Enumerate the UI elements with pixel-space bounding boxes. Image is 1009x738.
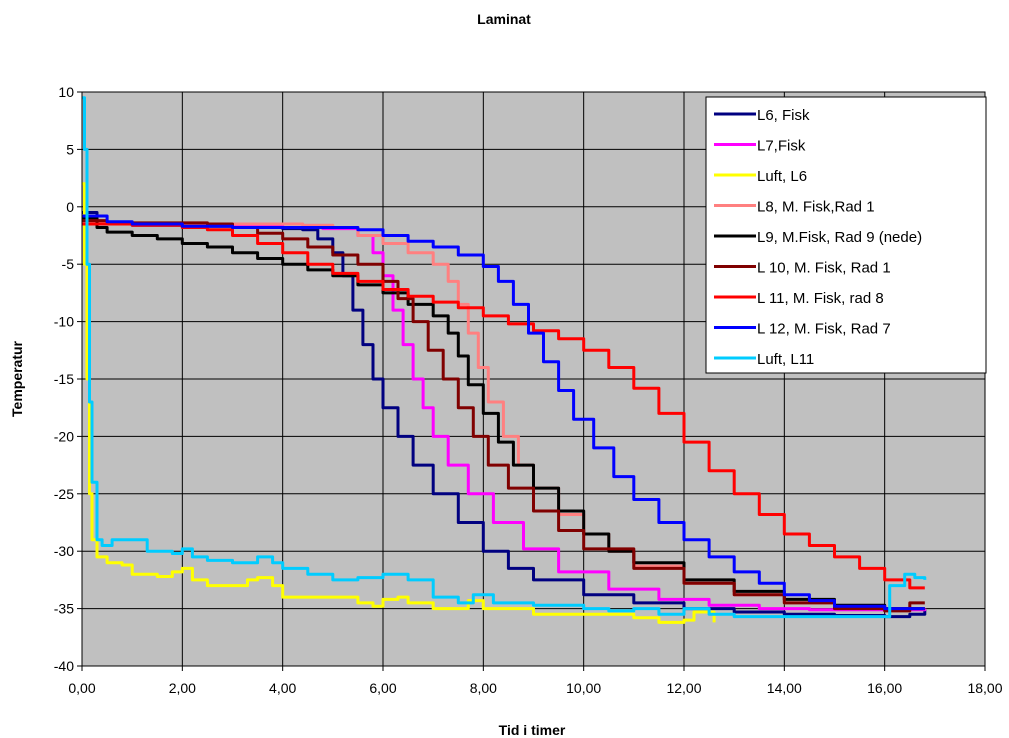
series-group xyxy=(82,96,927,624)
series-line-7 xyxy=(82,222,925,590)
legend-label: L 12, M. Fisk, Rad 7 xyxy=(757,321,891,338)
y-tick-label: -5 xyxy=(62,256,75,272)
x-tick-label: 18,00 xyxy=(967,680,1002,696)
x-tick-label: 16,00 xyxy=(867,680,902,696)
y-tick-label: -35 xyxy=(54,601,74,617)
series-line-9 xyxy=(82,96,927,619)
legend: L6, Fisk L7,Fisk Luft, L6 L8, M. Fisk,Rad 1… xyxy=(705,96,987,374)
x-tick-label: 4,00 xyxy=(269,680,296,696)
x-axis: 0,00 2,00 4,00 6,00 8,00 10,00 12,00 14,00 16,00… xyxy=(68,666,1003,696)
x-tick-label: 6,00 xyxy=(369,680,396,696)
legend-label: L 11, M. Fisk, rad 8 xyxy=(757,290,884,307)
series-line-3 xyxy=(82,182,716,624)
y-tick-label: 5 xyxy=(66,141,74,157)
y-tick-label: -10 xyxy=(54,314,74,330)
x-tick-label: 0,00 xyxy=(68,680,95,696)
legend-label: L8, M. Fisk,Rad 1 xyxy=(757,199,875,216)
series-line-8 xyxy=(82,214,925,611)
series-line-5 xyxy=(82,216,925,611)
x-tick-label: 10,00 xyxy=(566,680,601,696)
legend-label: L 10, M. Fisk, Rad 1 xyxy=(757,260,891,277)
x-tick-label: 12,00 xyxy=(666,680,701,696)
x-tick-label: 8,00 xyxy=(470,680,497,696)
chart-title: Laminat xyxy=(477,11,531,27)
x-axis-title: Tid i timer xyxy=(499,722,566,738)
y-tick-label: -30 xyxy=(54,543,74,559)
legend-label: Luft, L11 xyxy=(757,351,814,368)
y-tick-label: 10 xyxy=(58,84,74,100)
series-line-6 xyxy=(82,219,925,613)
x-tick-label: 2,00 xyxy=(169,680,196,696)
legend-label: L6, Fisk xyxy=(757,107,810,124)
y-axis: 10 5 0 -5 -10 -15 -20 -25 -30 -35 -40 xyxy=(54,84,82,674)
y-tick-label: -40 xyxy=(54,658,74,674)
y-tick-label: -25 xyxy=(54,486,74,502)
x-tick-label: 14,00 xyxy=(767,680,802,696)
y-axis-title: Temperatur xyxy=(9,340,25,417)
y-tick-label: 0 xyxy=(66,199,74,215)
legend-label: L9, M.Fisk, Rad 9 (nede) xyxy=(757,229,922,246)
legend-label: L7,Fisk xyxy=(757,138,806,155)
legend-label: Luft, L6 xyxy=(757,168,807,185)
y-tick-label: -15 xyxy=(54,371,74,387)
y-tick-label: -20 xyxy=(54,428,74,444)
